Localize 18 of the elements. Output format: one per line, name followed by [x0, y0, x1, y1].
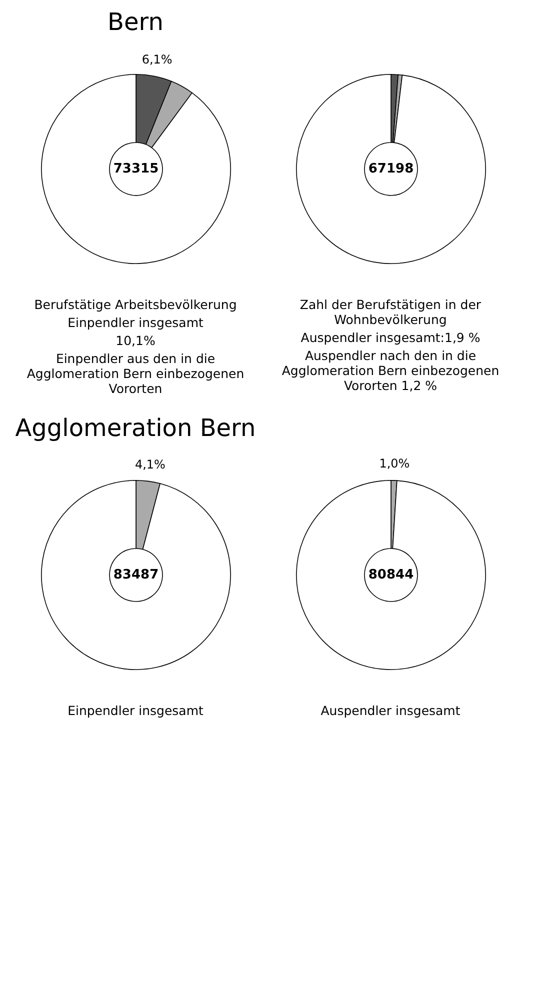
text: Auspendler insgesamt:1,9 %	[300, 330, 482, 345]
text: 83487	[112, 567, 158, 582]
chart-title: Agglomeration Bern	[15, 414, 256, 444]
text: 10,1%	[114, 333, 156, 348]
data-label: 1,0%	[378, 456, 410, 471]
chart-title: Bern	[108, 8, 164, 38]
text: Einpendler aus den in die Agglomeration Bern einbezogenen Vororten	[26, 351, 246, 396]
text: Einpendler insgesamt	[66, 315, 204, 330]
text: 73315	[112, 161, 158, 176]
data-label: 6,1%	[141, 52, 172, 67]
text: Auspendler nach den in die Agglomeration Bern einbezogenen Vororten 1,2 %	[280, 348, 500, 393]
text: Einpendler insgesamt	[66, 703, 204, 718]
text: Zahl der Berufstätigen in der Wohnbevölkerung	[298, 297, 482, 327]
text: 67198	[368, 161, 414, 176]
text: Berufstätige Arbeitsbevölkerung	[33, 297, 238, 312]
text: Auspendler insgesamt	[320, 703, 462, 718]
text: 80844	[368, 567, 414, 582]
data-label: 4,1%	[134, 457, 165, 472]
